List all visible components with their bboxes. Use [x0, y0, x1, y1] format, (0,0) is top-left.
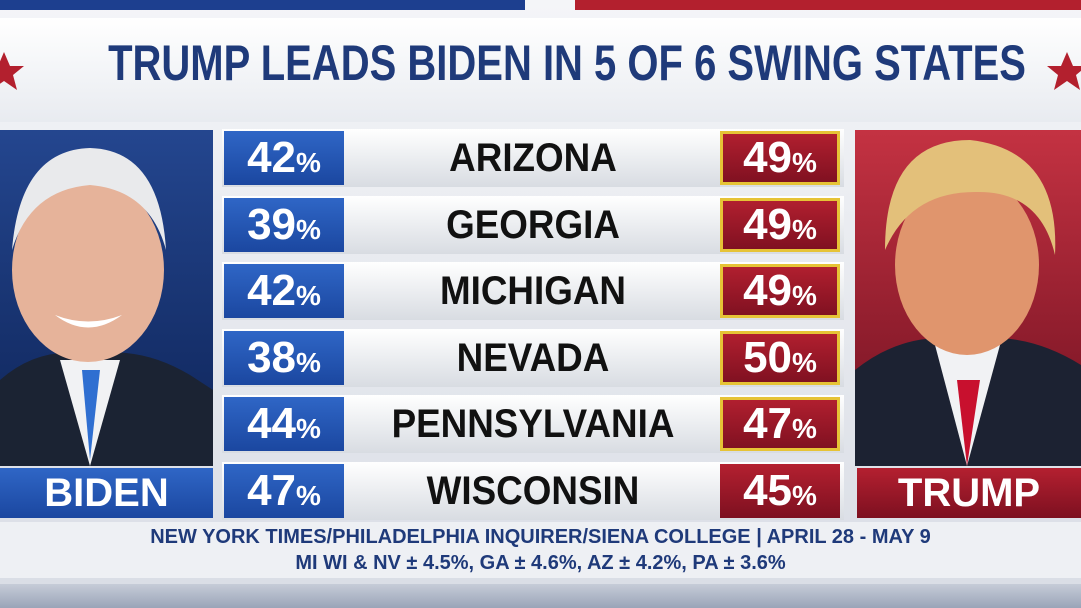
- biden-pct: 42%: [224, 131, 344, 185]
- state-name: WISCONSIN: [426, 468, 640, 513]
- trump-pct: 49%: [720, 264, 840, 318]
- state-name: PENNSYLVANIA: [391, 402, 675, 446]
- biden-pct: 42%: [224, 264, 344, 318]
- stars: [0, 52, 1081, 90]
- state-name: NEVADA: [456, 335, 610, 380]
- title-band: [0, 18, 1081, 122]
- right-name: TRUMP: [857, 468, 1081, 518]
- title: TRUMP LEADS BIDEN IN 5 OF 6 SWING STATES: [108, 35, 1026, 91]
- biden-pct: 38%: [224, 330, 344, 385]
- left-name: BIDEN: [0, 468, 213, 518]
- state-name: ARIZONA: [449, 136, 617, 180]
- trump-pct: 45%: [720, 463, 840, 518]
- top-strip-red: [575, 0, 1081, 10]
- footer-source: NEW YORK TIMES/PHILADELPHIA INQUIRER/SIE…: [150, 526, 931, 548]
- biden-pct: 39%: [224, 197, 344, 252]
- star: [0, 52, 24, 90]
- trump-pct: 49%: [720, 131, 840, 185]
- top-strip-blue: [0, 0, 525, 10]
- state-name: MICHIGAN: [439, 269, 627, 313]
- bottom-strip: [0, 584, 1081, 608]
- star: [1047, 52, 1081, 90]
- footer-margins: MI WI & NV ± 4.5%, GA ± 4.6%, AZ ± 4.2%,…: [295, 552, 786, 574]
- left-portrait: [0, 130, 213, 466]
- footer-band: [0, 522, 1081, 578]
- trump-pct: 50%: [720, 330, 840, 385]
- trump-pct: 47%: [720, 397, 840, 451]
- state-name: GEORGIA: [446, 202, 620, 247]
- biden-pct: 47%: [224, 463, 344, 518]
- biden-pct: 44%: [224, 397, 344, 451]
- right-portrait: [855, 130, 1081, 466]
- trump-pct: 49%: [720, 197, 840, 252]
